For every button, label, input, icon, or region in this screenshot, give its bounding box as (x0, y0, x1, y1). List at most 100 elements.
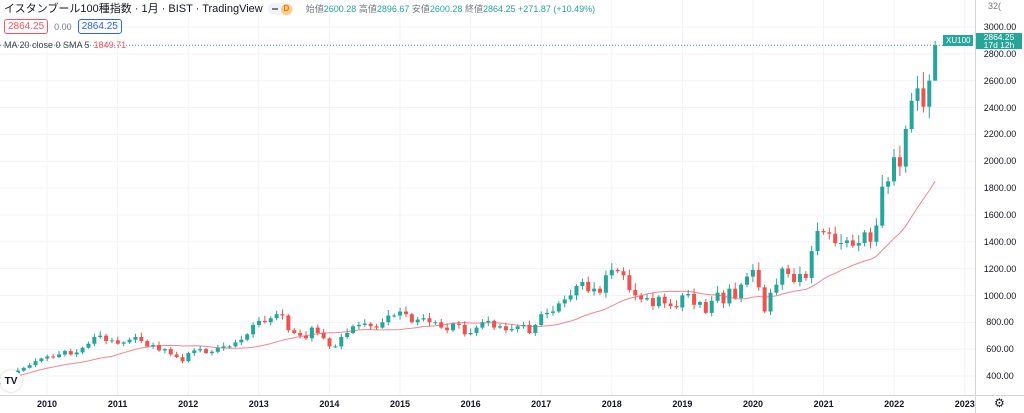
year-tick-label: 2018 (601, 399, 622, 409)
candle-body (127, 339, 132, 343)
candle-body (162, 349, 167, 351)
candle-body (892, 157, 896, 182)
candle-body (339, 337, 344, 347)
tradingview-logo[interactable]: TV (0, 370, 22, 392)
candle-body (145, 341, 150, 347)
price-tick-label: 1400.00 (983, 236, 1017, 247)
candle-body (721, 292, 726, 304)
candle-body (403, 311, 408, 315)
candle-body (115, 340, 120, 344)
candle-body (321, 332, 326, 339)
candle-body (692, 294, 697, 305)
candle-body (933, 45, 938, 81)
candle-body (797, 273, 802, 282)
price-tick-label: 2000.00 (983, 156, 1017, 167)
candle-body (668, 303, 673, 307)
candle-body (568, 295, 573, 300)
candle-body (533, 324, 538, 333)
candle-body (415, 319, 420, 323)
candle-body (745, 276, 749, 285)
candle-body (486, 320, 491, 323)
candle-body (451, 323, 455, 331)
candle-body (703, 302, 708, 313)
price-tick-label: 800.00 (986, 317, 1014, 328)
candle-body (609, 269, 614, 276)
settings-gear-icon[interactable]: ⚙ (994, 396, 1005, 410)
candle-body (215, 347, 220, 352)
price-tick-label: 1200.00 (983, 263, 1017, 274)
year-tick-label: 2017 (531, 399, 552, 409)
candle-body (539, 314, 544, 325)
candle-body (550, 311, 555, 313)
candle-body (839, 243, 844, 245)
candle-body (345, 332, 350, 338)
currency-label[interactable]: 32( (988, 1, 1002, 11)
indicator-legend[interactable]: MA 20 close 0 SMA 5 1849.71 (4, 38, 595, 52)
candle-body (133, 337, 138, 340)
candle-body (874, 225, 879, 242)
candle-body (762, 287, 767, 312)
candle-body (498, 326, 503, 328)
year-tick-label: 2022 (884, 399, 905, 409)
candle-body (86, 343, 91, 348)
candle-body (674, 306, 679, 308)
candle-body (427, 318, 432, 323)
candle-body (286, 315, 291, 331)
candle-body (697, 302, 702, 305)
candle-body (633, 290, 638, 296)
candle-body (809, 251, 814, 278)
candle-body (656, 296, 661, 307)
symbol-title[interactable]: イスタンブール100種指数 · 1月 · BIST · TradingView (4, 3, 263, 15)
visibility-toggle[interactable]: D (267, 3, 293, 15)
price-tick-label: 400.00 (986, 371, 1014, 382)
buy-price-button[interactable]: 2864.25 (77, 19, 122, 34)
candle-body (456, 323, 461, 325)
candle-body (615, 269, 620, 272)
candle-body (304, 335, 308, 339)
candle-body (421, 318, 426, 320)
candle-body (398, 311, 403, 316)
candle-body (909, 100, 914, 129)
sell-price-button[interactable]: 2864.25 (4, 19, 49, 34)
candle-body (844, 240, 849, 244)
year-tick-label: 2011 (107, 399, 128, 409)
candle-body (380, 322, 385, 328)
candle-body (151, 345, 156, 347)
candle-body (262, 320, 267, 323)
candle-body (733, 288, 738, 299)
candle-body (862, 232, 867, 244)
candle-body (803, 273, 808, 278)
candle-body (680, 295, 685, 308)
price-tick-label: 2800.00 (983, 48, 1017, 59)
candle-body (168, 349, 173, 355)
last-price-tag: 2864.25 17d 12h (976, 33, 1022, 49)
candle-body (686, 294, 691, 296)
candle-body (33, 361, 38, 366)
candle-body (462, 324, 467, 335)
price-tick-label: 3000.00 (983, 22, 1017, 32)
candle-body (209, 351, 214, 354)
candle-body (74, 352, 79, 355)
candle-body (903, 128, 908, 167)
candle-body (386, 315, 391, 323)
candle-body (774, 284, 779, 293)
candle-body (186, 353, 191, 362)
indicator-value: 1849.71 (93, 40, 127, 50)
candle-body (580, 281, 585, 287)
candle-body (374, 326, 379, 328)
candle-body (233, 342, 238, 347)
candle-body (886, 181, 891, 187)
year-tick-label: 2010 (36, 399, 58, 409)
candle-body (468, 332, 473, 335)
candle-body (39, 358, 44, 362)
spread-value: 0.00 (54, 21, 72, 32)
candle-body (98, 335, 103, 338)
candle-body (274, 314, 279, 319)
candle-body (245, 334, 250, 340)
candle-body (227, 346, 232, 348)
candle-body (780, 268, 785, 285)
symbol-price-tag: XU100 (943, 35, 974, 46)
candle-body (368, 323, 373, 327)
price-tick-label: 600.00 (986, 344, 1014, 355)
